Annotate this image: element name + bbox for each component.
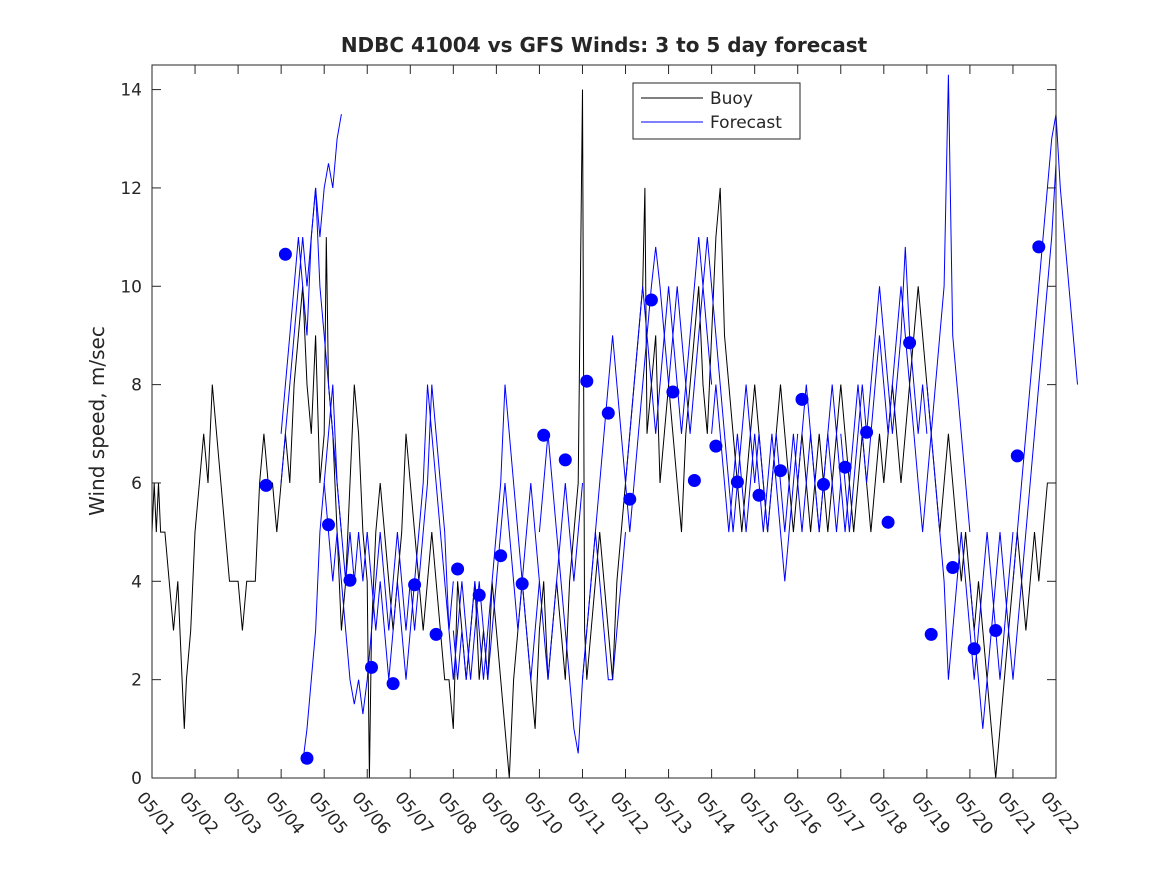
forecast-line-20	[1012, 114, 1078, 582]
forecast-marker-36	[1010, 449, 1024, 463]
x-tick-label: 05/18	[864, 788, 911, 838]
forecast-line-11	[625, 237, 713, 484]
forecast-marker-26	[795, 392, 809, 406]
forecast-marker-9	[429, 627, 443, 641]
x-tick-label: 05/16	[778, 788, 825, 838]
forecast-line-13	[711, 384, 799, 582]
x-tick-label: 05/03	[218, 788, 265, 838]
forecast-marker-18	[623, 492, 637, 506]
x-tick-label: 05/12	[606, 788, 653, 838]
forecast-line-12	[668, 237, 756, 533]
forecast-marker-14	[537, 428, 551, 442]
forecast-line-7	[452, 384, 540, 680]
forecast-marker-7	[386, 677, 400, 691]
y-tick-label: 14	[120, 81, 142, 101]
x-tick-label: 05/14	[692, 788, 739, 838]
forecast-marker-27	[817, 477, 830, 491]
y-tick-label: 6	[131, 474, 142, 494]
y-axis-label: Wind speed, m/sec	[85, 326, 109, 516]
y-tick-label: 8	[131, 376, 142, 396]
buoy-line	[151, 89, 1056, 779]
legend-label-buoy: Buoy	[710, 89, 753, 109]
forecast-marker-35	[989, 624, 1003, 637]
forecast-marker-22	[709, 439, 723, 453]
forecast-marker-23	[730, 475, 744, 489]
x-tick-label: 05/15	[735, 788, 782, 838]
y-tick-label: 0	[131, 769, 142, 789]
forecast-marker-30	[881, 515, 895, 529]
x-tick-label: 05/06	[347, 788, 394, 838]
legend: Buoy Forecast	[632, 82, 801, 140]
forecast-marker-21	[687, 474, 701, 487]
forecast-line-6	[409, 384, 497, 680]
forecast-marker-17	[601, 406, 615, 420]
x-tick-label: 05/04	[261, 788, 308, 838]
y-tick-label: 2	[131, 671, 142, 691]
forecast-line-16	[840, 246, 928, 533]
y-tick-label: 10	[120, 277, 142, 297]
forecast-line-2	[280, 187, 342, 533]
forecast-marker-29	[860, 425, 874, 439]
x-tick-label: 05/01	[132, 788, 179, 838]
x-tick-label: 05/19	[907, 788, 954, 838]
forecast-marker-13	[515, 577, 529, 591]
forecast-marker-11	[472, 588, 486, 602]
forecast-marker-15	[558, 453, 572, 467]
forecast-marker-10	[451, 562, 465, 576]
forecast-marker-4	[322, 518, 335, 532]
forecast-marker-1	[259, 478, 273, 492]
forecast-line-18	[926, 384, 1014, 680]
x-tick-label: 05/08	[434, 788, 481, 838]
x-tick-label: 05/02	[175, 788, 222, 838]
forecast-marker-6	[365, 660, 378, 674]
forecast-marker-12	[494, 549, 508, 563]
y-axis: 0 2 4 6 8 10 12 14	[120, 81, 1056, 789]
y-tick-label: 4	[131, 572, 142, 592]
forecast-marker-5	[343, 573, 357, 587]
forecast-marker-37	[1032, 240, 1046, 254]
x-tick-label: 05/11	[563, 788, 610, 838]
forecast-line-3	[302, 384, 368, 764]
forecast-marker-25	[774, 464, 787, 478]
forecast-marker-24	[752, 488, 766, 502]
plot-area	[152, 65, 1056, 778]
buoy-series	[151, 89, 1056, 779]
forecast-line-5	[366, 384, 454, 680]
forecast-marker-2	[278, 247, 292, 261]
forecast-marker-31	[903, 336, 917, 350]
forecast-marker-19	[644, 293, 658, 307]
x-tick-label: 05/22	[1036, 788, 1083, 838]
forecast-line-4	[323, 482, 411, 715]
forecast-series	[280, 74, 1078, 764]
chart-title: NDBC 41004 vs GFS Winds: 3 to 5 day fore…	[341, 33, 868, 57]
y-tick-label: 12	[120, 179, 142, 199]
legend-label-forecast: Forecast	[710, 113, 782, 133]
x-tick-label: 05/17	[821, 788, 868, 838]
forecast-marker-28	[838, 460, 852, 474]
plot-frame	[151, 64, 1057, 779]
x-tick-label: 05/20	[950, 788, 997, 838]
x-tick-label: 05/21	[993, 788, 1040, 838]
forecast-markers	[259, 240, 1046, 765]
forecast-marker-32	[924, 627, 938, 641]
forecast-line-15	[797, 335, 885, 533]
forecast-marker-3	[300, 751, 314, 765]
forecast-marker-8	[408, 578, 422, 592]
x-tick-label: 05/10	[520, 788, 567, 838]
legend-box	[632, 82, 801, 140]
forecast-marker-20	[666, 385, 680, 399]
forecast-line-8	[495, 482, 583, 680]
x-tick-label: 05/13	[649, 788, 696, 838]
forecast-line-17	[883, 74, 971, 533]
forecast-marker-16	[580, 374, 594, 388]
forecast-marker-34	[967, 642, 981, 656]
x-tick-label: 05/09	[477, 788, 524, 838]
x-tick-label: 05/07	[390, 788, 437, 838]
x-tick-label: 05/05	[304, 788, 351, 838]
forecast-line-19	[969, 163, 1057, 729]
forecast-marker-33	[946, 561, 960, 574]
